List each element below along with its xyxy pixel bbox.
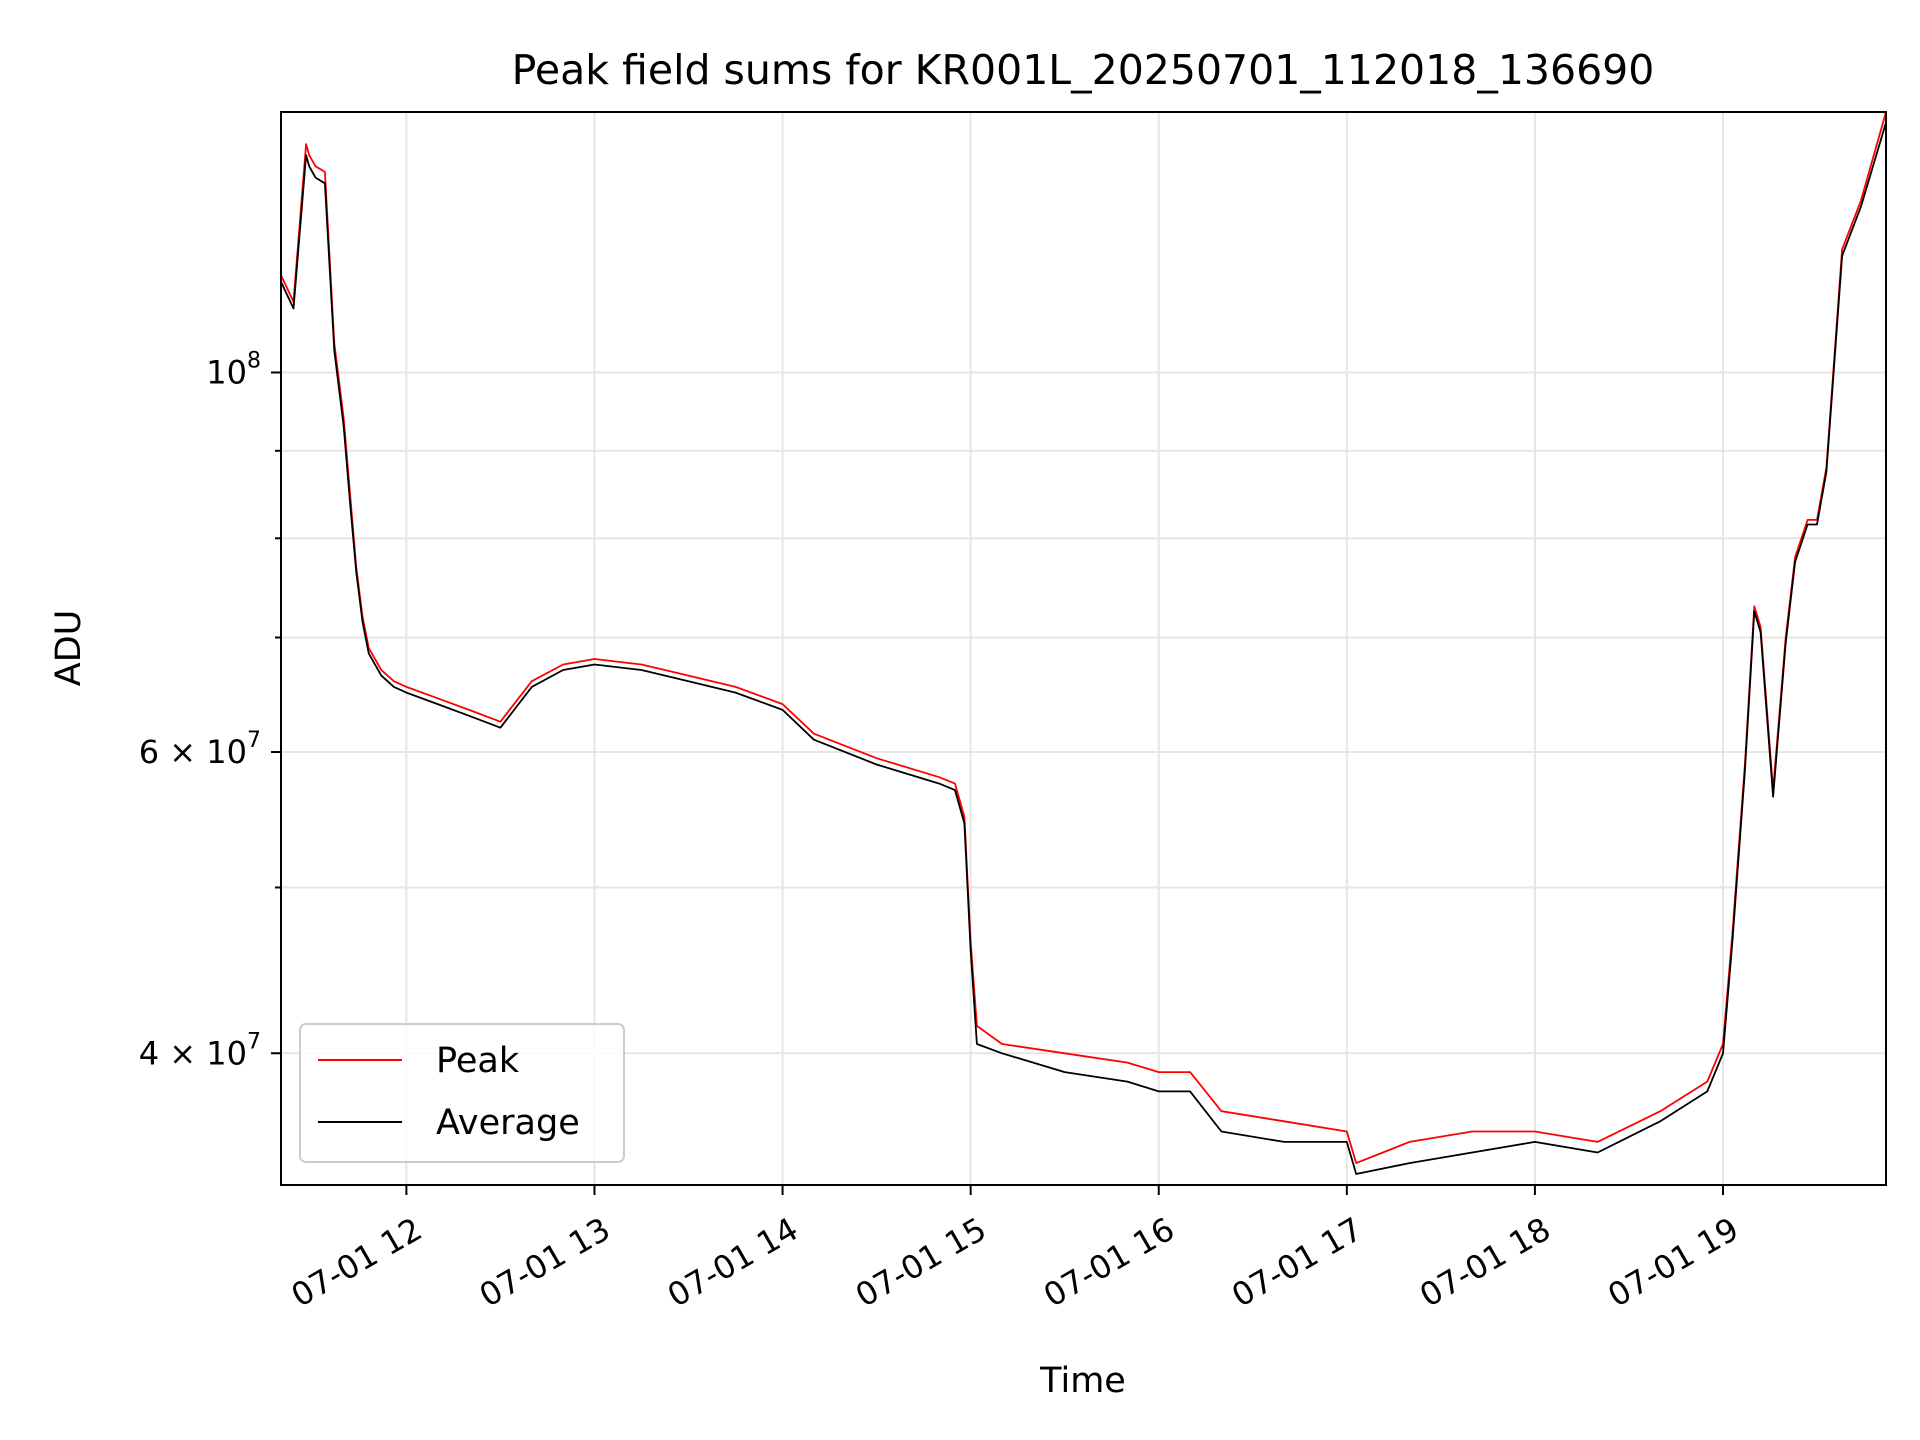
y-axis-label: ADU [49, 610, 89, 687]
series-lines [280, 111, 1887, 1175]
legend-label-peak: Peak [436, 1041, 520, 1081]
plot-frame [280, 111, 1887, 1186]
legend: Peak Average [299, 1023, 625, 1163]
x-axis-label: Time [1039, 1361, 1126, 1401]
y-axis-ticks: 108 6 × 107 4 × 107 [139, 349, 281, 1072]
grid-lines [281, 112, 1886, 1185]
y-tick-label: 6 × 107 [139, 728, 261, 771]
legend-box [299, 1023, 625, 1163]
y-tick-label: 4 × 107 [139, 1029, 261, 1072]
legend-label-average: Average [436, 1103, 580, 1143]
average-series-line [280, 122, 1887, 1175]
chart-title: Peak field sums for KR001L_20250701_1120… [512, 46, 1655, 94]
y-tick-label: 108 [206, 349, 261, 392]
